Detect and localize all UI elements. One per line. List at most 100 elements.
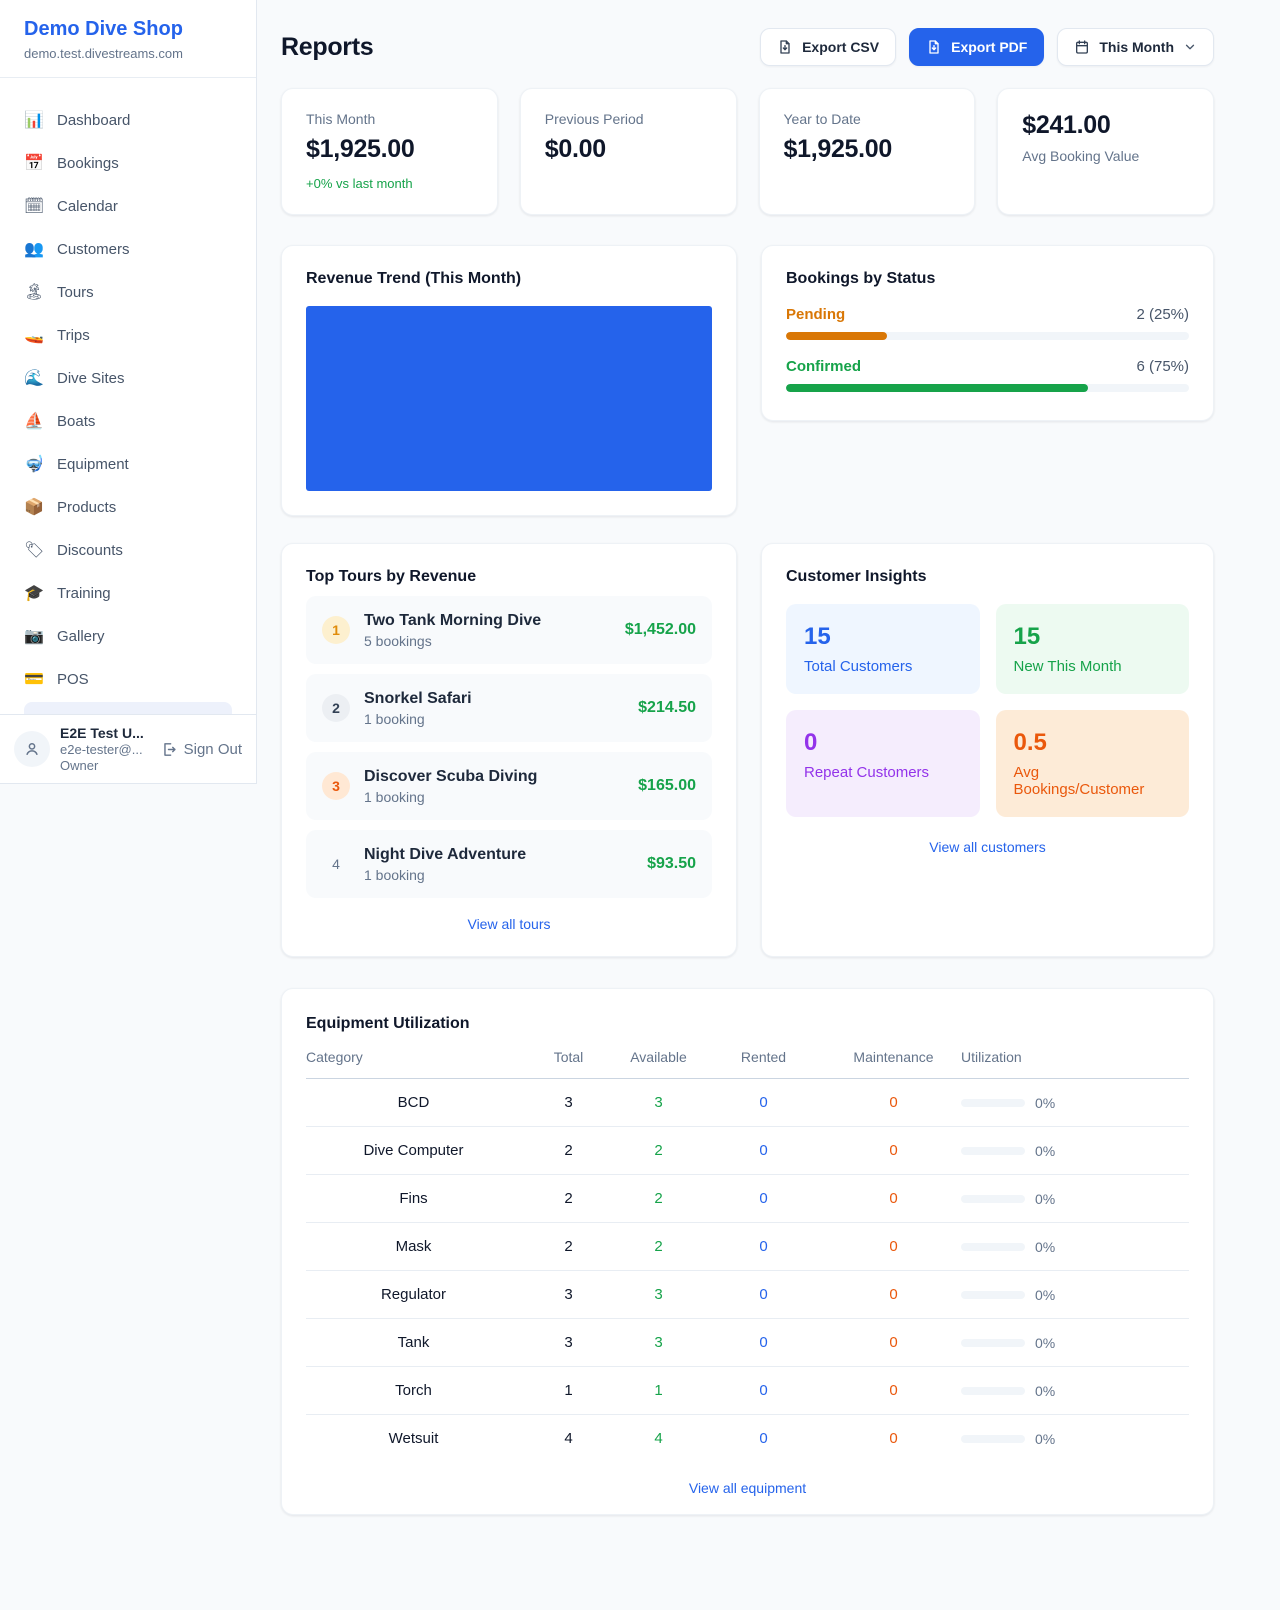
cell-available: 2 [616,1174,701,1223]
stat-value: $1,925.00 [783,135,893,163]
revenue-trend-chart [306,306,712,491]
sidebar-item-equipment[interactable]: 🤿 Equipment [12,444,244,484]
sidebar-item-products[interactable]: 📦 Products [12,487,244,527]
cell-total: 1 [521,1366,616,1415]
sign-out-button[interactable]: Sign Out [160,741,242,758]
utilization-percent: 0% [1035,1286,1056,1303]
sidebar-item-dashboard[interactable]: 📊 Dashboard [12,100,244,140]
cell-utilization: 0% [961,1174,1189,1223]
chevron-down-icon [1185,44,1195,50]
bookings-by-status-card: Bookings by Status Pending 2 (25%) Confi… [761,245,1214,421]
period-dropdown[interactable]: This Month [1057,28,1214,66]
file-download-icon [780,40,790,54]
stat-value: $1,925.00 [306,135,415,163]
island-icon: 🏝 [24,284,45,301]
tour-amount: $1,452.00 [624,621,696,638]
view-all-customers-link[interactable]: View all customers [929,839,1046,855]
dashboard-icon: 📊 [24,112,44,129]
rank-badge: 2 [322,694,350,722]
cell-category: Regulator [306,1270,521,1319]
column-header-utilization: Utilization [961,1049,1189,1079]
sidebar-item-label: Training [57,584,111,602]
sidebar-nav: 📊 Dashboard 📅 Bookings 🗓 Calendar 👥 Cust… [0,78,256,714]
tile-number: 0 [804,729,818,756]
brand: Demo Dive Shop demo.test.divestreams.com [0,0,256,78]
tour-name: Night Dive Adventure [364,845,527,863]
export-pdf-label: Export PDF [951,39,1028,55]
sidebar-item-customers[interactable]: 👥 Customers [12,229,244,269]
status-label: Pending [786,306,846,323]
export-csv-label: Export CSV [802,39,880,55]
sign-out-label: Sign Out [183,740,242,758]
stat-label: Previous Period [544,111,644,127]
sidebar-item-training[interactable]: 🎓 Training [12,573,244,613]
credit-card-icon: 💳 [24,671,44,688]
tour-name: Snorkel Safari [364,689,472,707]
cell-available: 3 [616,1318,701,1367]
equipment-utilization-title: Equipment Utilization [306,1015,470,1032]
view-all-equipment-link[interactable]: View all equipment [688,1480,807,1496]
cell-total: 3 [521,1270,616,1319]
cell-utilization: 0% [961,1078,1189,1127]
cell-total: 4 [564,1430,573,1447]
tile-label: Repeat Customers [804,764,930,781]
revenue-trend-card: Revenue Trend (This Month) [281,245,737,516]
cell-total: 3 [521,1078,616,1127]
table-row: Tank 3 3 0 0 0% [306,1318,1189,1367]
sidebar-item-tours[interactable]: 🏝 Tours [12,272,244,312]
cell-maintenance: 0 [826,1078,961,1127]
cell-rented: 0 [701,1078,826,1127]
stat-label: This Month [306,111,376,127]
column-header-total: Total [521,1049,616,1079]
sidebar-item-active-partial[interactable] [24,702,232,714]
cell-total: 2 [521,1126,616,1175]
sidebar-item-trips[interactable]: 🚤 Trips [12,315,244,355]
tour-bookings: 1 booking [364,866,425,883]
view-all-tours-link[interactable]: View all tours [467,916,551,932]
cell-utilization: 0% [961,1222,1189,1271]
package-icon: 📦 [24,499,44,516]
utilization-track [961,1386,1025,1395]
sidebar-item-boats[interactable]: ⛵ Boats [12,401,244,441]
column-header-maintenance: Maintenance [826,1049,961,1079]
utilization-track [961,1146,1025,1155]
header-actions: Export CSV Export PDF This Month [760,28,1214,66]
sidebar-item-dive-sites[interactable]: 🌊 Dive Sites [12,358,244,398]
status-value: 6 (75%) [1136,358,1189,375]
sidebar-item-gallery[interactable]: 📷 Gallery [12,616,244,656]
customer-insights-card: Customer Insights 15 Total Customers 15 … [761,543,1214,957]
status-row-pending: Pending 2 (25%) [786,306,1189,340]
shop-name: Demo Dive Shop [24,18,183,40]
stat-card-previous-period: Previous Period $0.00 [519,88,737,215]
stat-delta: +0% vs last month [306,176,413,191]
insight-tiles: 15 Total Customers 15 New This Month 0 R… [786,604,1189,817]
customers-icon: 👥 [24,241,44,258]
user-email: e2e-tester@... [60,742,143,757]
sidebar-item-label: Trips [57,326,90,344]
tile-number: 15 [804,623,831,650]
avatar [14,731,50,767]
progress-track [786,332,1189,340]
user-info: E2E Test U... e2e-tester@... Owner [60,725,144,773]
export-pdf-button[interactable]: Export PDF [909,28,1045,66]
tile-number: 15 [1013,623,1041,650]
stat-card-avg-booking-value: $241.00 Avg Booking Value [997,88,1214,215]
tour-bookings: 1 booking [364,710,425,727]
camera-icon: 📷 [24,628,44,645]
sidebar-item-calendar[interactable]: 🗓 Calendar [12,186,244,226]
top-tours-title: Top Tours by Revenue [306,568,477,585]
tour-bookings: 5 bookings [364,632,432,649]
sidebar: Demo Dive Shop demo.test.divestreams.com… [0,0,257,784]
sidebar-item-label: Dashboard [57,111,131,129]
cell-maintenance: 0 [826,1366,961,1415]
utilization-percent: 0% [1035,1142,1056,1159]
export-csv-button[interactable]: Export CSV [760,28,897,66]
sidebar-item-bookings[interactable]: 📅 Bookings [12,143,244,183]
tile-label: Total Customers [804,658,913,675]
sidebar-item-discounts[interactable]: 🏷 Discounts [12,530,244,570]
sidebar-item-pos[interactable]: 💳 POS [12,659,244,699]
speedboat-icon: 🚤 [24,327,44,344]
cell-utilization: 0% [961,1366,1189,1415]
sailboat-icon: ⛵ [24,413,44,430]
progress-fill [786,384,1089,392]
